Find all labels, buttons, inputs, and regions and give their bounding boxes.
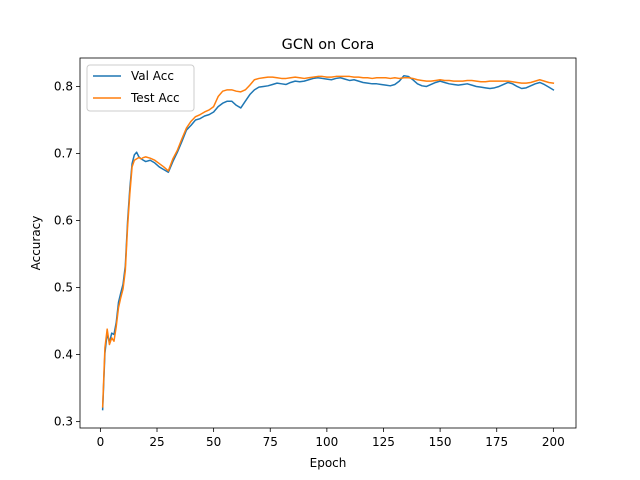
y-tick-label: 0.8	[54, 79, 73, 93]
legend: Val Acc Test Acc	[86, 64, 195, 112]
x-tick-label: 175	[485, 435, 508, 449]
x-tick-label: 25	[149, 435, 164, 449]
series-line-test-acc	[101, 75, 555, 408]
y-tick-label: 0.5	[54, 281, 73, 295]
chart-title: GCN on Cora	[282, 37, 375, 53]
x-tick-label: 200	[542, 435, 565, 449]
legend-label-val-acc: Val Acc	[131, 69, 174, 83]
series-layer	[101, 75, 555, 411]
x-tick-label: 100	[315, 435, 338, 449]
legend-label-test-acc: Test Acc	[130, 91, 180, 105]
x-tick-label: 125	[372, 435, 395, 449]
x-axis-ticks: 0 25 50 75 100 125 150 175 200	[97, 428, 565, 449]
series-line-val-acc	[101, 75, 555, 411]
y-tick-label: 0.6	[54, 214, 73, 228]
y-tick-label: 0.3	[54, 415, 73, 429]
plot-area	[80, 58, 576, 428]
x-tick-label: 50	[206, 435, 221, 449]
x-tick-label: 150	[429, 435, 452, 449]
y-tick-label: 0.4	[54, 348, 73, 362]
axes-frame	[79, 57, 577, 429]
x-tick-label: 0	[97, 435, 105, 449]
x-axis-title: Epoch	[310, 456, 347, 470]
y-axis-title: Accuracy	[29, 216, 43, 271]
y-tick-label: 0.7	[54, 147, 73, 161]
x-tick-label: 75	[263, 435, 278, 449]
y-axis-ticks: 0.3 0.4 0.5 0.6 0.7 0.8	[54, 79, 80, 429]
